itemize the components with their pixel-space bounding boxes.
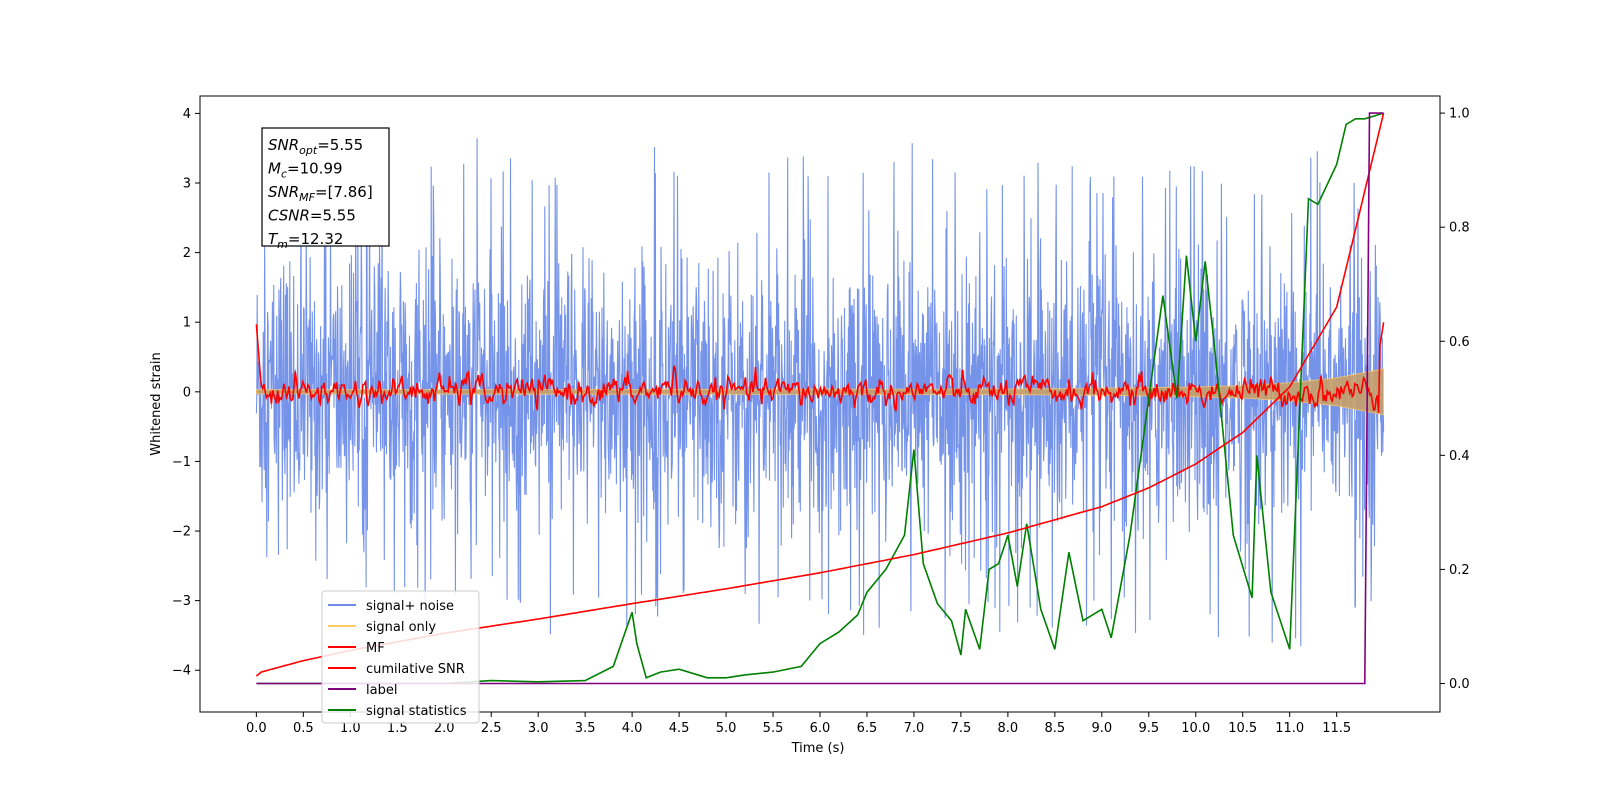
- annotation-symbol: M: [268, 160, 281, 178]
- x-tick-label: 9.5: [1138, 721, 1159, 736]
- y2-tick-label: 0.6: [1449, 335, 1470, 350]
- y2-tick-label: 0.4: [1449, 449, 1470, 464]
- x-tick-label: 4.5: [669, 721, 690, 736]
- y-tick-label: −2: [172, 525, 191, 540]
- x-tick-label: 6.5: [857, 721, 878, 736]
- annotation-value: =5.55: [310, 207, 356, 225]
- x-axis: 0.0 0.5 1.0 1.5 2.0 2.5 3.0 3.5 4.0 4.5 5.0 5.5 6.0 6…: [246, 712, 1351, 736]
- x-tick-label: 10.5: [1228, 721, 1257, 736]
- x-tick-label: 5.5: [763, 721, 784, 736]
- x-tick-label: 4.0: [622, 721, 643, 736]
- y2-tick-label: 1.0: [1449, 107, 1470, 122]
- x-tick-label: 7.5: [951, 721, 972, 736]
- y-tick-label: −1: [172, 455, 191, 470]
- x-tick-label: 11.0: [1275, 721, 1304, 736]
- y-tick-label: −3: [172, 594, 191, 609]
- annotation-symbol: SNR: [268, 183, 299, 201]
- annotation-line: SNRMF=[7.86]: [268, 183, 373, 204]
- y-tick-label: 4: [183, 107, 191, 122]
- y-tick-label: 3: [183, 177, 191, 192]
- x-tick-label: 0.0: [246, 721, 267, 736]
- y-tick-label: −4: [172, 664, 191, 679]
- legend-label: cumilative SNR: [366, 662, 465, 677]
- x-axis-label: Time (s): [791, 741, 845, 756]
- annotation-box: SNRopt=5.55Mc=10.99SNRMF=[7.86]CSNR=5.55…: [261, 127, 390, 251]
- annotation-subscript: m: [277, 238, 288, 251]
- y-tick-label: 2: [183, 246, 191, 261]
- x-tick-label: 3.0: [528, 721, 549, 736]
- legend: signal+ noise signal only MF cumilative SNR…: [321, 590, 480, 724]
- x-tick-label: 9.0: [1091, 721, 1112, 736]
- x-tick-label: 7.0: [904, 721, 925, 736]
- legend-label: signal only: [366, 620, 436, 635]
- legend-label: signal+ noise: [366, 599, 454, 614]
- annotation-line: SNRopt=5.55: [268, 136, 363, 157]
- series-signal-statistics: [256, 112, 1384, 685]
- annotation-value: =5.55: [317, 136, 363, 154]
- annotation-symbol: SNR: [268, 136, 299, 154]
- y2-axis: 1.0 0.8 0.6 0.4 0.2 0.0: [1440, 107, 1470, 692]
- y2-tick-label: 0.0: [1449, 677, 1470, 692]
- y-tick-label: 1: [183, 316, 191, 331]
- x-tick-label: 0.5: [293, 721, 314, 736]
- annotation-line: CSNR=5.55: [268, 207, 356, 225]
- series-mf: [255, 322, 1385, 414]
- y-axis-label: Whitened strain: [149, 352, 164, 455]
- legend-label: signal statistics: [366, 704, 467, 719]
- legend-label: MF: [366, 641, 385, 656]
- legend-frame: [321, 590, 480, 724]
- x-tick-label: 2.5: [481, 721, 502, 736]
- x-tick-label: 1.5: [387, 721, 408, 736]
- x-tick-label: 8.5: [1045, 721, 1066, 736]
- y2-tick-label: 0.2: [1449, 563, 1470, 578]
- annotation-subscript: opt: [299, 144, 318, 157]
- series-label: [256, 112, 1384, 685]
- annotation-symbol: CSNR: [268, 207, 310, 225]
- x-tick-label: 11.5: [1322, 721, 1351, 736]
- annotation-line: Mc=10.99: [268, 160, 343, 181]
- annotation-value: =12.32: [288, 230, 344, 248]
- y-axis: 4 3 2 1 0 −1 −2 −3 −4: [172, 107, 200, 679]
- x-tick-label: 8.0: [998, 721, 1019, 736]
- x-tick-label: 3.5: [575, 721, 596, 736]
- y2-tick-label: 0.8: [1449, 221, 1470, 236]
- annotation-value: =[7.86]: [315, 183, 373, 201]
- annotation-subscript: c: [281, 168, 287, 181]
- x-tick-label: 1.0: [340, 721, 361, 736]
- x-tick-label: 5.0: [716, 721, 737, 736]
- annotation-subscript: MF: [299, 191, 315, 204]
- legend-label: label: [366, 683, 397, 698]
- annotation-frame: [261, 127, 390, 247]
- x-tick-label: 10.0: [1181, 721, 1210, 736]
- series-signal-noise: [255, 138, 1385, 647]
- annotation-line: Tm=12.32: [268, 230, 343, 251]
- annotation-value: =10.99: [287, 160, 343, 178]
- y-tick-label: 0: [183, 385, 191, 400]
- annotation-symbol: T: [268, 230, 279, 248]
- x-tick-label: 6.0: [810, 721, 831, 736]
- x-tick-label: 2.0: [434, 721, 455, 736]
